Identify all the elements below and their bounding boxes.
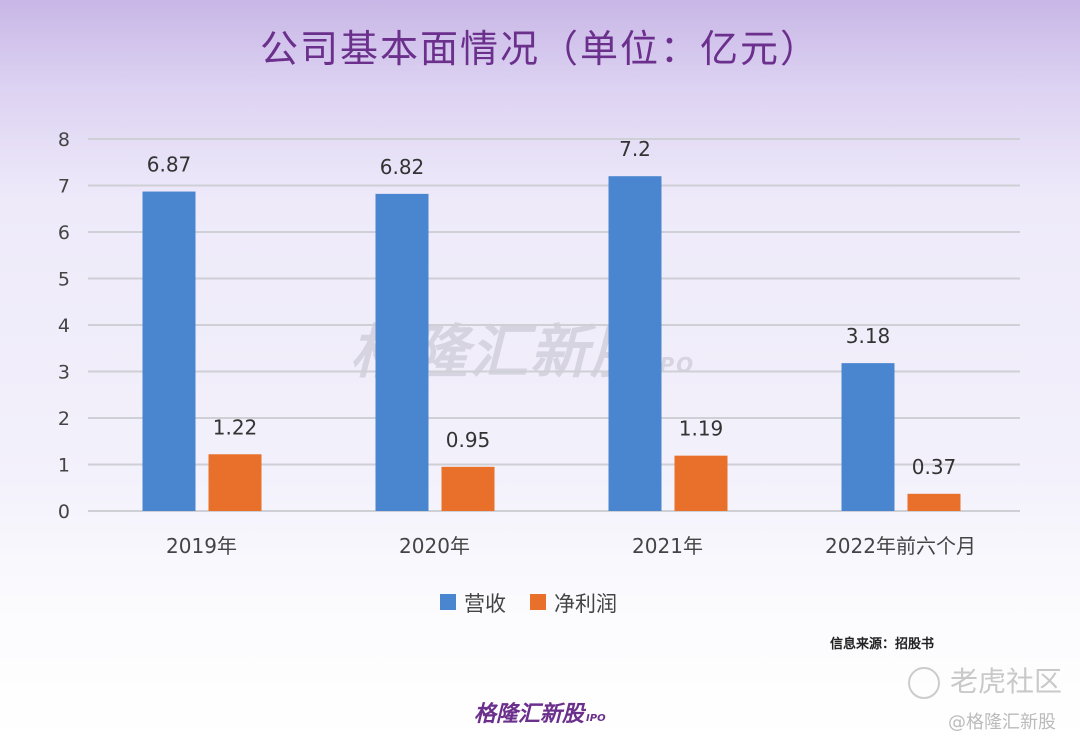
x-tick-label: 2020年 xyxy=(399,534,470,558)
data-label: 0.95 xyxy=(446,428,491,452)
data-label: 7.2 xyxy=(619,137,651,161)
bar-revenue xyxy=(841,363,895,511)
tiger-logo-icon xyxy=(908,667,940,699)
data-label: 6.82 xyxy=(380,155,425,179)
legend-label: 营收 xyxy=(464,592,506,616)
legend-swatch xyxy=(530,594,546,610)
y-tick-label: 1 xyxy=(58,455,70,477)
y-tick-label: 8 xyxy=(58,129,70,151)
data-label: 1.22 xyxy=(213,415,258,439)
source-note: 信息来源：招股书 xyxy=(830,637,935,652)
y-tick-label: 4 xyxy=(58,315,70,337)
y-tick-label: 2 xyxy=(58,408,70,430)
y-tick-label: 7 xyxy=(58,176,70,198)
data-label: 6.87 xyxy=(147,153,192,177)
chart-title: 公司基本面情况（单位：亿元） xyxy=(259,27,820,71)
y-tick-label: 5 xyxy=(58,269,70,291)
x-tick-label: 2022年前六个月 xyxy=(825,534,976,558)
y-tick-label: 6 xyxy=(58,222,70,244)
bar-revenue xyxy=(375,193,429,511)
y-tick-label: 3 xyxy=(58,362,70,384)
y-tick-label: 0 xyxy=(58,501,70,523)
legend-swatch xyxy=(440,594,456,610)
x-tick-label: 2019年 xyxy=(166,534,237,558)
data-label: 3.18 xyxy=(846,324,891,348)
data-label: 0.37 xyxy=(912,455,957,479)
author-handle: @格隆汇新股 xyxy=(948,712,1056,733)
data-label: 1.19 xyxy=(679,417,724,441)
bar-net-profit xyxy=(674,455,728,511)
bar-net-profit xyxy=(441,466,495,511)
brand-logo: 格隆汇新股 IPO xyxy=(474,702,606,727)
bar-net-profit xyxy=(907,493,961,511)
legend-label: 净利润 xyxy=(554,592,617,616)
x-tick-label: 2021年 xyxy=(632,534,703,558)
bar-net-profit xyxy=(208,454,262,511)
tiger-community-watermark: 老虎社区 xyxy=(908,660,1062,700)
bar-revenue xyxy=(142,191,196,512)
bar-revenue xyxy=(608,176,662,511)
